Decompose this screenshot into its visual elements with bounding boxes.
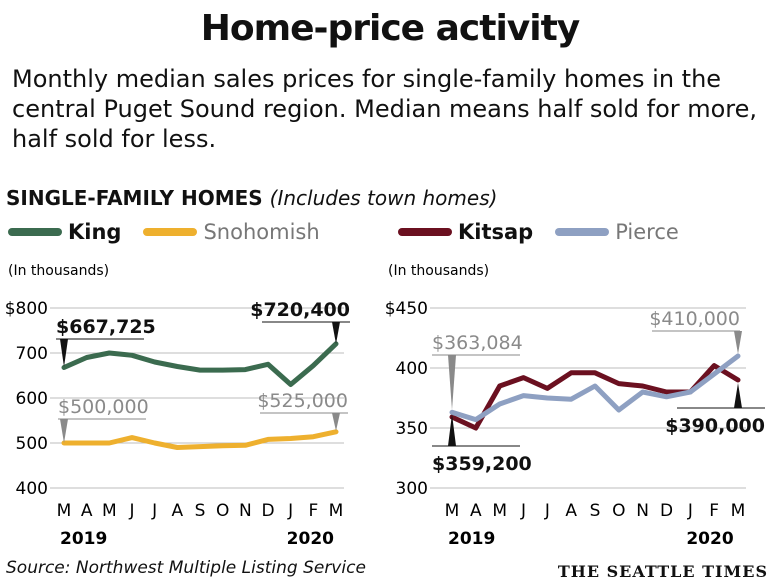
x-tick-label: J [520,501,526,521]
year-label: 2019 [448,529,495,549]
year-label: 2020 [686,529,733,549]
legend-label-pierce: Pierce [615,220,679,244]
x-tick-label: A [470,501,482,521]
legend-swatch-pierce [555,228,610,236]
data-label: $667,725 [56,316,156,338]
data-label: $359,200 [432,453,532,475]
annotation-pointer [332,413,340,431]
data-label: $500,000 [58,396,149,418]
x-tick-label: S [195,501,206,521]
section-note: (Includes town homes) [269,186,498,210]
source-note: Source: Northwest Multiple Listing Servi… [6,558,366,578]
y-tick-label: 600 [16,389,48,409]
x-tick-label: A [172,501,184,521]
legend-label-kitsap: Kitsap [458,220,534,244]
x-tick-label: J [687,501,693,521]
x-tick-label: M [102,501,117,521]
y-tick-label: 400 [16,479,48,499]
units-label: (In thousands) [388,263,489,279]
legend-item-king: King [8,220,121,244]
annotation-pointer [448,414,456,446]
x-tick-label: F [709,501,719,521]
annotation-pointer [332,322,340,344]
annotation-pointer [734,383,742,408]
series-line-pierce [449,353,741,423]
x-tick-label: N [239,501,252,521]
section-heading: SINGLE-FAMILY HOMES (Includes town homes… [6,186,497,210]
legend-left: King Snohomish [8,220,342,244]
legend-swatch-snohomish [143,228,198,236]
x-tick-label: N [636,501,649,521]
x-tick-label: O [612,501,625,521]
legend-item-pierce: Pierce [555,220,679,244]
x-tick-label: D [660,501,673,521]
y-tick-label: 400 [396,359,428,379]
legend-item-snohomish: Snohomish [143,220,320,244]
x-tick-label: A [565,501,577,521]
data-label: $410,000 [649,308,740,330]
publisher-logo: THE SEATTLE TIMES [557,562,768,581]
series-line-king [61,341,339,387]
y-tick-label: 700 [16,344,48,364]
units-label: (In thousands) [8,263,109,279]
year-label: 2020 [287,529,334,549]
year-label: 2019 [60,529,107,549]
legend-swatch-kitsap [398,228,452,236]
x-tick-label: S [590,501,601,521]
series-line-snohomish [61,429,339,450]
annotation-pointer [734,331,742,354]
legend-swatch-king [8,228,62,236]
x-tick-label: A [81,501,93,521]
annotation-pointer [448,355,456,410]
chart-title: Home-price activity [200,8,581,49]
y-tick-label: $800 [5,299,48,319]
legend-label-snohomish: Snohomish [203,220,320,244]
chart-subtitle: Monthly median sales prices for single-f… [12,65,758,153]
data-label: $720,400 [250,299,350,321]
annotation-pointer [60,419,68,443]
x-tick-label: M [329,501,344,521]
x-tick-label: D [261,501,274,521]
x-tick-label: M [445,501,460,521]
y-tick-label: 300 [396,479,428,499]
data-label: $363,084 [432,332,523,354]
x-tick-label: F [308,501,318,521]
x-tick-label: J [544,501,550,521]
x-tick-label: O [216,501,229,521]
x-tick-label: J [287,501,293,521]
y-tick-label: 500 [16,434,48,454]
legend-right: Kitsap Pierce [398,220,701,244]
x-tick-label: J [151,501,157,521]
y-tick-label: 350 [396,419,428,439]
x-tick-label: M [731,501,746,521]
x-tick-label: M [492,501,507,521]
legend-item-kitsap: Kitsap [398,220,533,244]
annotation-pointer [60,339,68,367]
x-tick-label: J [128,501,134,521]
data-label: $525,000 [257,390,348,412]
legend-label-king: King [68,220,122,244]
data-label: $390,000 [665,415,765,437]
x-tick-label: M [57,501,72,521]
section-title: SINGLE-FAMILY HOMES [6,186,263,210]
y-tick-label: $450 [385,299,428,319]
